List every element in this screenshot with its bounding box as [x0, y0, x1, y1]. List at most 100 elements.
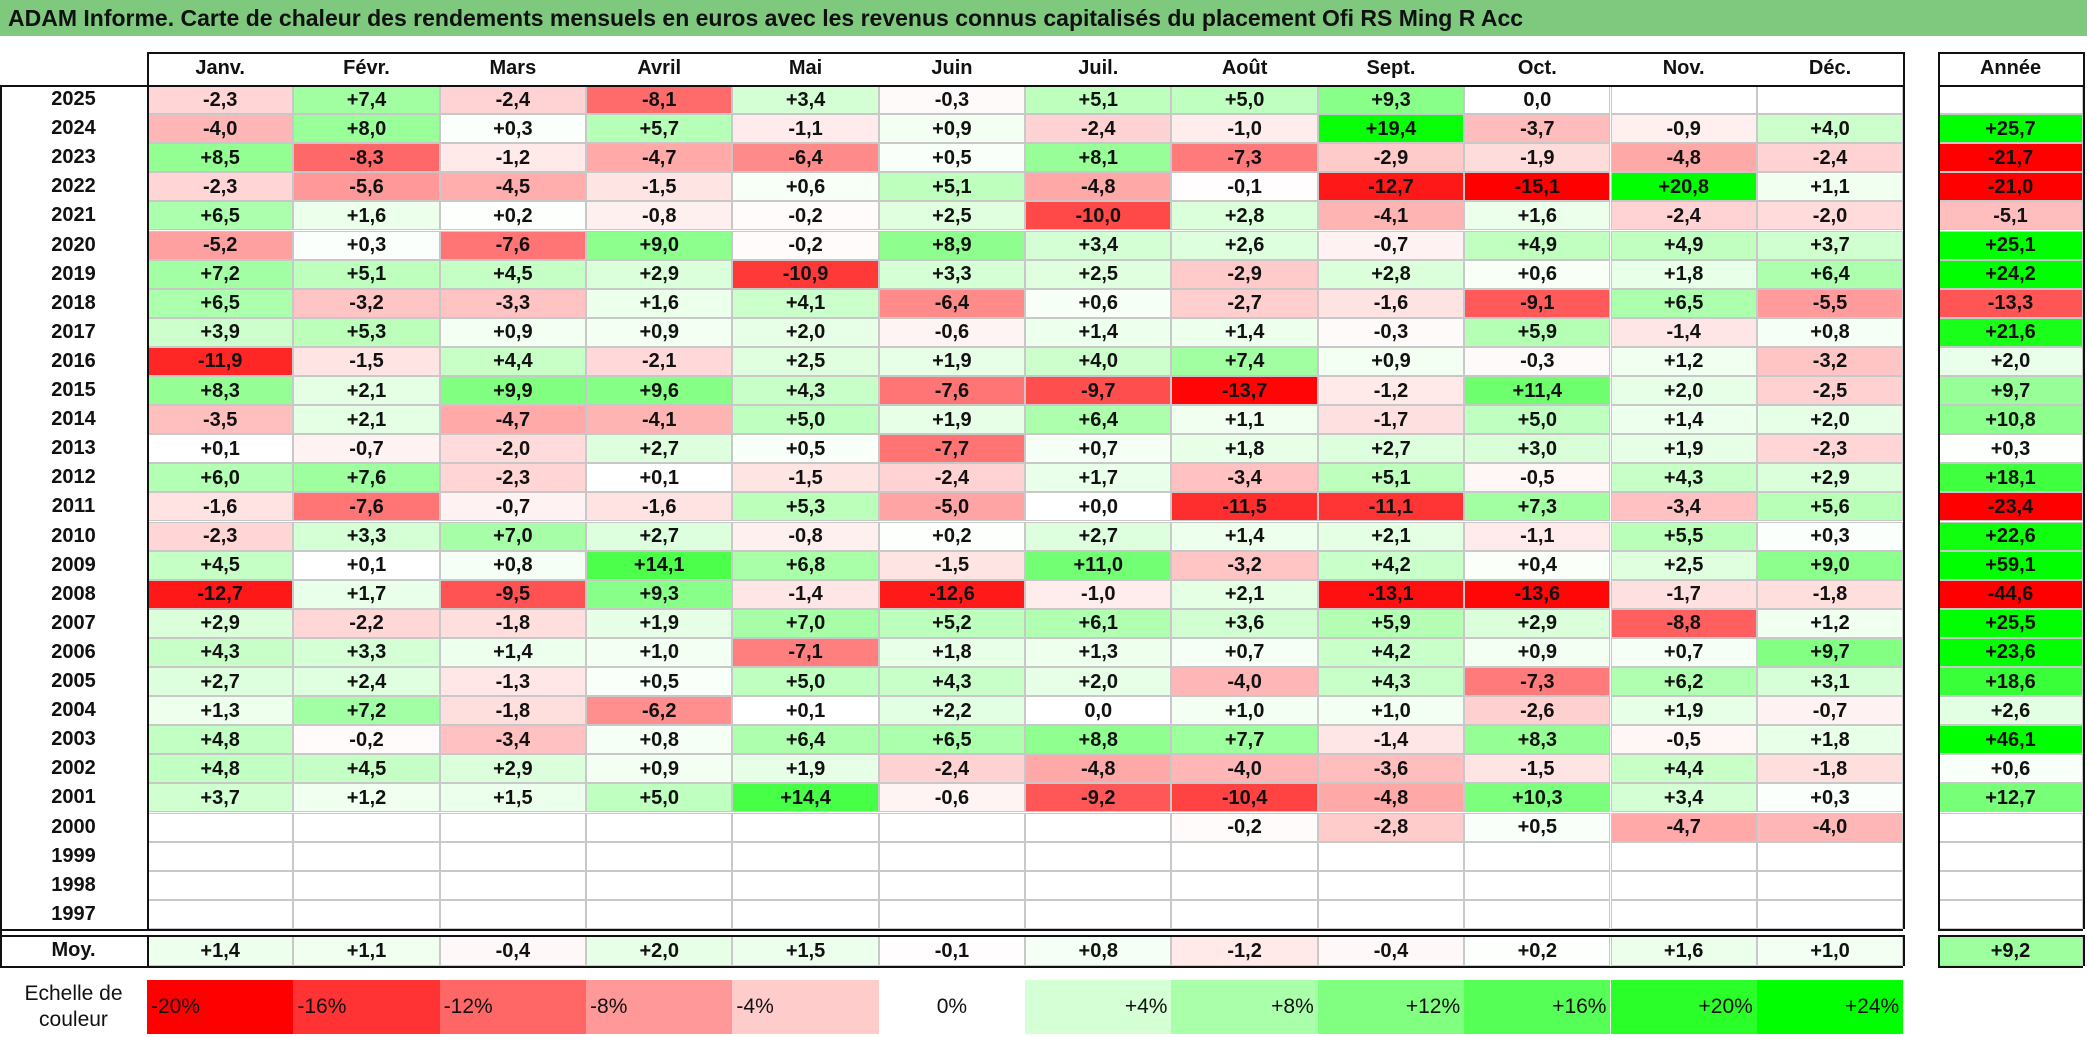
heatmap-cell: +1,2: [1610, 346, 1757, 376]
year-label: 2000: [51, 815, 96, 838]
heatmap-cell: +6,5: [147, 288, 294, 318]
heatmap-cell: +3,3: [293, 521, 440, 551]
heatmap-cell: [439, 841, 587, 871]
annual-cell: +0,6: [1938, 754, 2083, 784]
heatmap-cell: -2,7: [1171, 288, 1318, 318]
heatmap-cell: -0,3: [878, 85, 1026, 115]
heatmap-cell: -12,7: [147, 579, 294, 609]
heatmap-cell: +4,3: [732, 376, 879, 406]
heatmap-cell: +3,4: [1610, 783, 1757, 813]
month-header: Mars: [489, 57, 537, 79]
heatmap-cell: +2,1: [1171, 579, 1318, 609]
heatmap-cell: -4,5: [439, 172, 587, 202]
heatmap-cell: -1,6: [147, 492, 294, 522]
year-label: 2023: [51, 146, 96, 169]
average-cell: +1,6: [1610, 935, 1757, 966]
annual-cell: -23,4: [1938, 492, 2083, 522]
heatmap-cell: -2,4: [1610, 201, 1757, 231]
year-label: 2020: [51, 233, 96, 256]
heatmap-cell: +1,7: [1025, 463, 1172, 493]
heatmap-cell: -6,2: [586, 696, 733, 726]
year-label: 1998: [51, 873, 96, 896]
heatmap-cell: -4,7: [439, 405, 587, 435]
annual-cell: +18,6: [1938, 667, 2083, 697]
heatmap-cell: -3,2: [1756, 346, 1904, 376]
heatmap-cell: +14,4: [732, 783, 879, 813]
heatmap-cell: +5,1: [878, 172, 1026, 202]
year-label: 2008: [51, 582, 96, 605]
heatmap-cell: +0,6: [1025, 288, 1172, 318]
heatmap-cell: -0,2: [732, 230, 879, 260]
heatmap-cell: -2,9: [1171, 259, 1318, 289]
heatmap-cell: +7,3: [1464, 492, 1611, 522]
heatmap-cell: +2,0: [1610, 376, 1757, 406]
heatmap-cell: +2,7: [586, 521, 733, 551]
heatmap-cell: +0,1: [147, 434, 294, 464]
heatmap-cell: -0,2: [1171, 812, 1318, 842]
main-right-rule: [1903, 52, 1906, 929]
heatmap-cell: +19,4: [1317, 114, 1465, 144]
heatmap-cell: -2,0: [439, 434, 587, 464]
year-label: 2011: [51, 495, 96, 518]
year-label: 2017: [51, 320, 96, 343]
annual-cell: +2,0: [1938, 346, 2083, 376]
annual-cell: +18,1: [1938, 463, 2083, 493]
heatmap-cell: -1,5: [1464, 754, 1611, 784]
annual-cell: +9,7: [1938, 376, 2083, 406]
heatmap-cell: -0,3: [1317, 317, 1465, 347]
year-label: 2022: [51, 175, 96, 198]
heatmap-cell: +4,5: [147, 550, 294, 580]
year-label: 2018: [51, 291, 96, 314]
average-annual-cell: +9,2: [1938, 935, 2083, 966]
heatmap-cell: +2,7: [147, 667, 294, 697]
heatmap-cell: [586, 841, 733, 871]
heatmap-cell: -3,4: [1171, 463, 1318, 493]
heatmap-cell: [1317, 870, 1465, 900]
heatmap-cell: -2,6: [1464, 696, 1611, 726]
heatmap-cell: [147, 841, 294, 871]
heatmap-cell: -2,2: [293, 608, 440, 638]
heatmap-cell: +7,2: [147, 259, 294, 289]
heatmap-cell: +2,1: [293, 376, 440, 406]
heatmap-cell: +8,5: [147, 143, 294, 173]
heatmap-cell: +0,9: [586, 754, 733, 784]
heatmap-cell: -1,7: [1610, 579, 1757, 609]
heatmap-cell: +9,7: [1756, 637, 1904, 667]
annual-cell: +46,1: [1938, 725, 2083, 755]
color-scale-swatch: -16%: [293, 980, 440, 1034]
scale-label: Echelle de couleur: [24, 982, 123, 1031]
heatmap-cell: +4,2: [1317, 637, 1465, 667]
heatmap-cell: -1,8: [439, 696, 587, 726]
heatmap-cell: +0,9: [1464, 637, 1611, 667]
heatmap-cell: -12,6: [878, 579, 1026, 609]
heatmap-cell: -1,4: [1317, 725, 1465, 755]
heatmap-cell: +5,0: [586, 783, 733, 813]
heatmap-cell: +3,6: [1171, 608, 1318, 638]
year-label: 2025: [51, 88, 96, 111]
heatmap-cell: +3,4: [1025, 230, 1172, 260]
heatmap-cell: -2,3: [439, 463, 587, 493]
heatmap-cell: -2,4: [878, 754, 1026, 784]
annual-cell: +10,8: [1938, 405, 2083, 435]
heatmap-cell: -3,4: [439, 725, 587, 755]
annual-avg-bottom-rule: [1938, 966, 2083, 968]
heatmap-cell: [732, 812, 879, 842]
heatmap-cell: -0,7: [439, 492, 587, 522]
heatmap-cell: -6,4: [732, 143, 879, 173]
annual-cell: -21,0: [1938, 172, 2083, 202]
heatmap-cell: +1,8: [1756, 725, 1904, 755]
heatmap-cell: [439, 812, 587, 842]
heatmap-cell: [878, 812, 1026, 842]
annual-cell: +21,6: [1938, 317, 2083, 347]
heatmap-cell: +0,3: [439, 114, 587, 144]
heatmap-cell: +0,8: [1756, 317, 1904, 347]
annual-cell: +25,7: [1938, 114, 2083, 144]
heatmap-cell: +5,9: [1464, 317, 1611, 347]
heatmap-cell: [1025, 870, 1172, 900]
heatmap-cell: [439, 899, 587, 929]
heatmap-cell: -2,4: [439, 85, 587, 115]
heatmap-cell: +2,9: [147, 608, 294, 638]
color-scale-swatch: +20%: [1610, 980, 1757, 1034]
heatmap-cell: +5,3: [732, 492, 879, 522]
average-cell: +2,0: [586, 935, 733, 966]
